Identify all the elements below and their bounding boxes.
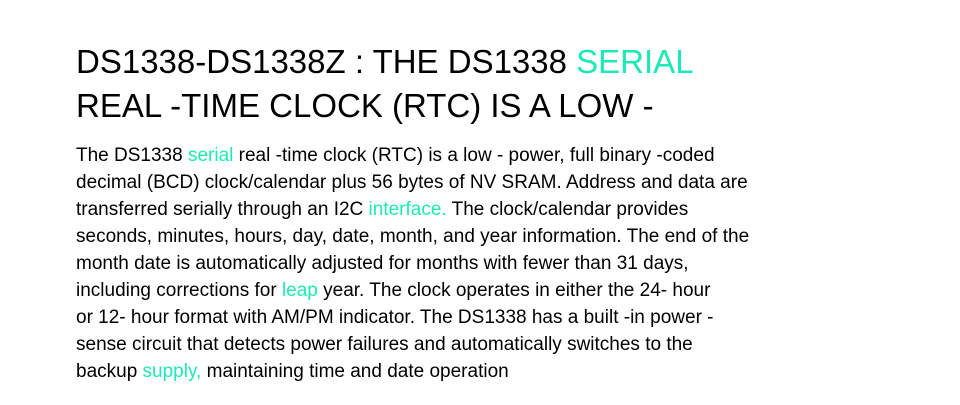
keyword-link-serial[interactable]: serial <box>187 145 234 166</box>
body-line-9: backup supply, maintaining time and date… <box>76 358 916 385</box>
keyword-link-leap[interactable]: leap <box>281 280 318 301</box>
body-text: maintaining time and date operation <box>201 361 509 382</box>
body-text: real -time clock (RTC) is a low - power,… <box>233 145 715 166</box>
title-line-2: REAL -TIME CLOCK (RTC) IS A LOW - <box>76 87 654 124</box>
body-text: backup <box>76 361 143 382</box>
body-line-2: decimal (BCD) clock/calendar plus 56 byt… <box>76 172 748 193</box>
article: DS1338-DS1338Z : THE DS1338 SERIAL REAL … <box>76 40 916 385</box>
body-text: year. The clock operates in either the 2… <box>317 280 711 301</box>
body-line-5: month date is automatically adjusted for… <box>76 253 689 274</box>
body-text: including corrections for <box>76 280 282 301</box>
body-text: The clock/calendar provides <box>446 199 689 220</box>
title-line-1: DS1338-DS1338Z : THE DS1338 SERIAL <box>76 40 916 84</box>
body-line-6: including corrections for leap year. The… <box>76 277 916 304</box>
body-line-1: The DS1338 serial real -time clock (RTC)… <box>76 142 916 169</box>
body-text: The DS1338 <box>76 145 188 166</box>
title-highlight-link[interactable]: SERIAL <box>576 43 694 80</box>
body-line-7: or 12- hour format with AM/PM indicator.… <box>76 307 714 328</box>
title-text: DS1338-DS1338Z : THE DS1338 <box>76 43 577 80</box>
body-line-3: transferred serially through an I2C inte… <box>76 196 916 223</box>
body-text: transferred serially through an I2C <box>76 199 369 220</box>
body-line-4: seconds, minutes, hours, day, date, mont… <box>76 226 750 247</box>
keyword-link-interface[interactable]: interface. <box>368 199 447 220</box>
page-title: DS1338-DS1338Z : THE DS1338 SERIAL REAL … <box>76 40 916 128</box>
keyword-link-supply[interactable]: supply, <box>142 361 202 382</box>
article-body: The DS1338 serial real -time clock (RTC)… <box>76 142 916 385</box>
body-line-8: sense circuit that detects power failure… <box>76 334 693 355</box>
